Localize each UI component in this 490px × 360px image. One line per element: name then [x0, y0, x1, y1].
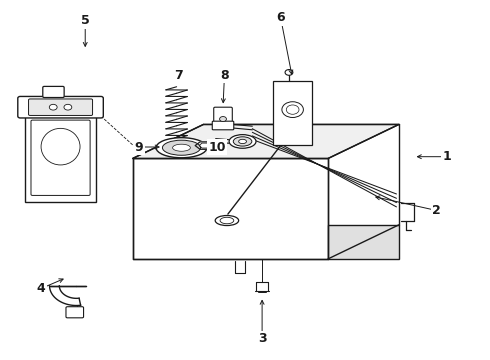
Text: 2: 2	[432, 204, 441, 217]
Polygon shape	[328, 225, 399, 259]
Text: 5: 5	[81, 14, 90, 27]
Text: 8: 8	[220, 69, 229, 82]
FancyBboxPatch shape	[43, 86, 64, 98]
FancyBboxPatch shape	[212, 121, 234, 130]
Ellipse shape	[162, 140, 200, 155]
Polygon shape	[195, 142, 215, 149]
Text: 9: 9	[135, 140, 143, 153]
Text: 3: 3	[258, 332, 267, 345]
FancyBboxPatch shape	[25, 116, 96, 202]
Text: 1: 1	[442, 150, 451, 163]
Ellipse shape	[215, 216, 239, 226]
Polygon shape	[133, 158, 328, 259]
Ellipse shape	[229, 135, 256, 148]
FancyBboxPatch shape	[28, 99, 93, 116]
Text: 7: 7	[173, 69, 182, 82]
Ellipse shape	[172, 144, 191, 151]
Ellipse shape	[239, 139, 246, 144]
FancyBboxPatch shape	[66, 307, 84, 318]
Polygon shape	[133, 125, 399, 158]
Circle shape	[49, 104, 57, 110]
Ellipse shape	[233, 137, 252, 146]
FancyBboxPatch shape	[273, 81, 312, 145]
Text: 4: 4	[36, 282, 45, 295]
Text: 6: 6	[276, 12, 285, 24]
Circle shape	[220, 117, 226, 122]
FancyBboxPatch shape	[214, 107, 232, 124]
Circle shape	[285, 69, 293, 75]
Ellipse shape	[156, 138, 207, 158]
Text: 10: 10	[208, 140, 226, 153]
Circle shape	[64, 104, 72, 110]
FancyBboxPatch shape	[18, 96, 103, 118]
